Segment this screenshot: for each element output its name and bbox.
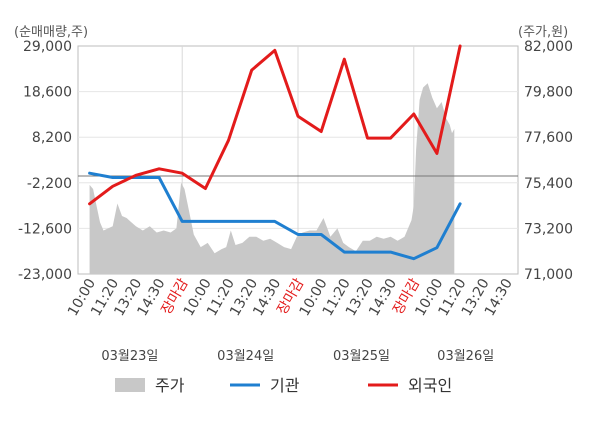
- left-tick-label: -2,200: [27, 176, 72, 192]
- right-tick-label: 77,600: [524, 130, 573, 146]
- date-label: 03월25일: [333, 349, 390, 364]
- left-axis-unit: (순매매량,주): [14, 25, 88, 40]
- legend-label: 기관: [270, 376, 300, 395]
- legend-swatch-price: [115, 378, 145, 392]
- date-label: 03월23일: [101, 349, 158, 364]
- right-tick-label: 73,200: [524, 221, 573, 237]
- right-axis-unit: (주가,원): [518, 25, 568, 40]
- date-label: 03월24일: [217, 349, 274, 364]
- left-tick-label: 8,200: [32, 130, 72, 146]
- right-tick-label: 82,000: [524, 39, 573, 55]
- legend-label: 외국인: [408, 376, 452, 395]
- left-tick-label: 29,000: [23, 39, 72, 55]
- left-tick-label: -12,600: [18, 221, 72, 237]
- right-tick-label: 79,800: [524, 85, 573, 101]
- legend: 주가 기관 외국인: [115, 376, 452, 395]
- legend-label: 주가: [155, 376, 185, 395]
- right-tick-label: 71,000: [524, 267, 573, 283]
- right-tick-label: 75,400: [524, 176, 573, 192]
- plot-area: 29,000 18,600 8,200 -2,200 -12,600 -23,000 82,…: [18, 39, 573, 364]
- series-line-institution: [88, 171, 462, 261]
- left-tick-label: -23,000: [18, 267, 72, 283]
- series-line-foreign: [88, 44, 462, 206]
- series-area-price: [89, 83, 455, 274]
- date-label: 03월26일: [437, 349, 494, 364]
- left-tick-label: 18,600: [23, 85, 72, 101]
